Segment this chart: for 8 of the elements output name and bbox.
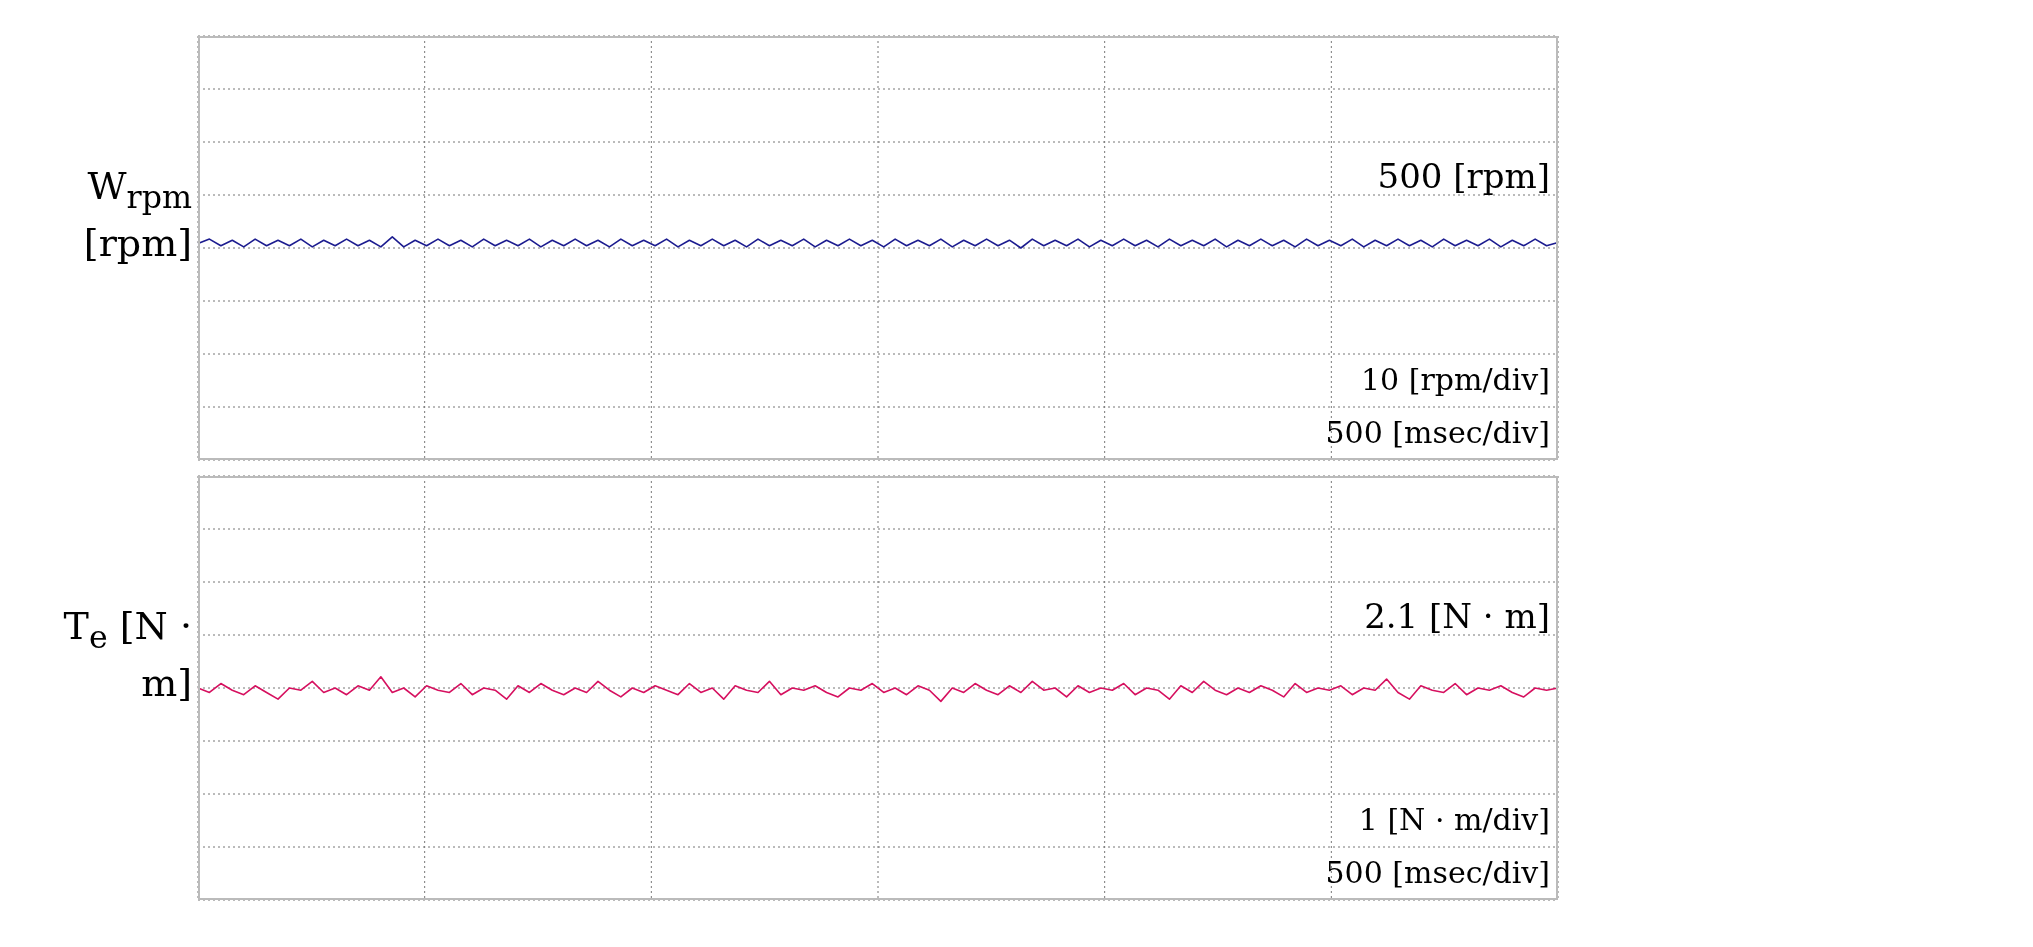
y-axis-title: W$_{rpm}$ [rpm] (82, 163, 192, 266)
text: 2.1 [N · m] (1364, 596, 1550, 637)
annotation: 500 [msec/div] (1325, 854, 1550, 892)
annotation: 1 [N · m/div] (1358, 801, 1550, 839)
text: 500 [rpm] (1377, 156, 1550, 197)
annotation: 500 [msec/div] (1325, 414, 1550, 452)
annotation: 10 [rpm/div] (1361, 361, 1550, 399)
y-axis-title: T$_{e}$ [N · m] (62, 603, 192, 706)
